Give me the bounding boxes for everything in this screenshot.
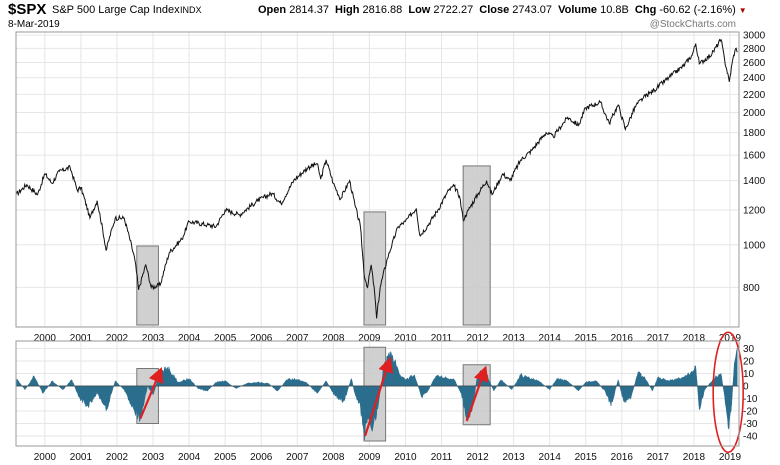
osc-x-tick-label: 2010 [394, 452, 417, 463]
price-y-tick-label: 1000 [743, 240, 766, 251]
osc-x-tick-label: 2002 [106, 452, 129, 463]
price-x-tick-label: 2011 [431, 333, 453, 344]
exchange: INDX [180, 5, 202, 15]
price-x-tick-label: 2015 [575, 333, 598, 344]
osc-y-tick-label: -10 [743, 394, 758, 405]
quote-date: 8-Mar-2019 [8, 19, 60, 30]
price-y-tick-label: 2200 [743, 90, 766, 101]
price-y-tick-label: 800 [743, 283, 760, 294]
price-x-tick-label: 2001 [70, 333, 93, 344]
osc-y-tick-label: 10 [743, 369, 755, 380]
osc-x-tick-label: 2009 [358, 452, 381, 463]
osc-x-tick-label: 2005 [214, 452, 237, 463]
open-value: 2814.37 [289, 4, 329, 16]
price-x-tick-label: 2014 [539, 333, 562, 344]
osc-y-tick-label: -20 [743, 407, 758, 418]
high-label: High [335, 4, 360, 16]
price-x-tick-label: 2013 [503, 333, 526, 344]
price-x-tick-label: 2016 [611, 333, 634, 344]
price-x-tick-label: 2005 [214, 333, 237, 344]
price-y-tick-label: 1600 [743, 151, 766, 162]
price-x-tick-label: 2019 [719, 333, 742, 344]
oscillator-area [15, 348, 738, 440]
price-x-tick-label: 2017 [647, 333, 670, 344]
price-series-line [15, 38, 738, 319]
price-y-tick-label: 1200 [743, 206, 766, 217]
osc-y-tick-label: -30 [743, 419, 758, 430]
price-x-tick-label: 2004 [178, 333, 201, 344]
osc-x-tick-label: 2000 [34, 452, 57, 463]
osc-panel-frame [15, 340, 740, 447]
price-panel-frame [15, 31, 740, 328]
osc-x-tick-label: 2015 [575, 452, 598, 463]
low-value: 2722.27 [433, 4, 474, 16]
volume-label: Volume [558, 4, 598, 16]
osc-x-tick-label: 2014 [539, 452, 562, 463]
price-x-tick-label: 2000 [34, 333, 57, 344]
osc-x-tick-label: 2013 [503, 452, 526, 463]
close-label: Close [479, 4, 510, 16]
chg-value: -60.62 (-2.16%) [659, 4, 736, 16]
price-y-tick-label: 2600 [743, 58, 766, 69]
price-x-tick-label: 2012 [466, 333, 489, 344]
price-y-tick-label: 2800 [743, 44, 766, 55]
price-x-tick-label: 2018 [683, 333, 706, 344]
osc-x-tick-label: 2008 [322, 452, 345, 463]
price-shaded-region [462, 165, 491, 326]
volume-value: 10.8B [600, 4, 629, 16]
chg-label: Chg [634, 4, 657, 16]
price-x-tick-label: 2003 [142, 333, 165, 344]
osc-x-tick-label: 2019 [719, 452, 742, 463]
osc-x-tick-label: 2003 [142, 452, 165, 463]
price-x-tick-label: 2009 [358, 333, 381, 344]
highlight-ellipse [712, 331, 744, 454]
price-x-tick-label: 2010 [394, 333, 417, 344]
osc-x-tick-label: 2012 [466, 452, 489, 463]
price-x-tick-label: 2007 [286, 333, 309, 344]
index-name: S&P 500 Large Cap Index [52, 4, 180, 16]
red-trend-arrow [139, 366, 164, 419]
osc-x-tick-label: 2011 [431, 452, 453, 463]
down-arrow-icon: ▼ [738, 6, 747, 15]
osc-x-tick-label: 2018 [683, 452, 706, 463]
high-value: 2816.88 [362, 4, 403, 16]
price-y-tick-label: 2000 [743, 108, 766, 119]
red-trend-arrow [364, 356, 394, 437]
osc-y-tick-label: 0 [743, 382, 749, 393]
close-value: 2743.07 [512, 4, 553, 16]
osc-x-tick-label: 2017 [647, 452, 670, 463]
osc-x-tick-label: 2006 [250, 452, 273, 463]
open-label: Open [258, 4, 287, 16]
price-y-tick-label: 1800 [743, 128, 766, 139]
osc-x-tick-label: 2016 [611, 452, 634, 463]
osc-x-tick-label: 2004 [178, 452, 201, 463]
price-y-tick-label: 1400 [743, 176, 766, 187]
osc-y-tick-label: 20 [743, 357, 755, 368]
price-x-tick-label: 2008 [322, 333, 345, 344]
osc-y-tick-label: -40 [743, 432, 758, 443]
price-x-tick-label: 2006 [250, 333, 273, 344]
watermark: @StockCharts.com [649, 19, 736, 30]
price-y-tick-label: 2400 [743, 73, 766, 84]
osc-y-tick-label: 30 [743, 344, 755, 355]
low-label: Low [408, 4, 431, 16]
osc-x-tick-label: 2001 [70, 452, 93, 463]
red-trend-arrow [465, 365, 489, 422]
chart-header: $SPX S&P 500 Large Cap Index INDX 8-Mar-… [0, 0, 780, 34]
quote-row: Open 2814.37 High 2816.88 Low 2722.27 Cl… [258, 4, 750, 16]
price-x-tick-label: 2002 [106, 333, 129, 344]
price-shaded-region [363, 211, 387, 326]
symbol: $SPX [8, 1, 47, 18]
osc-x-tick-label: 2007 [286, 452, 309, 463]
price-y-tick-label: 3000 [743, 31, 766, 42]
